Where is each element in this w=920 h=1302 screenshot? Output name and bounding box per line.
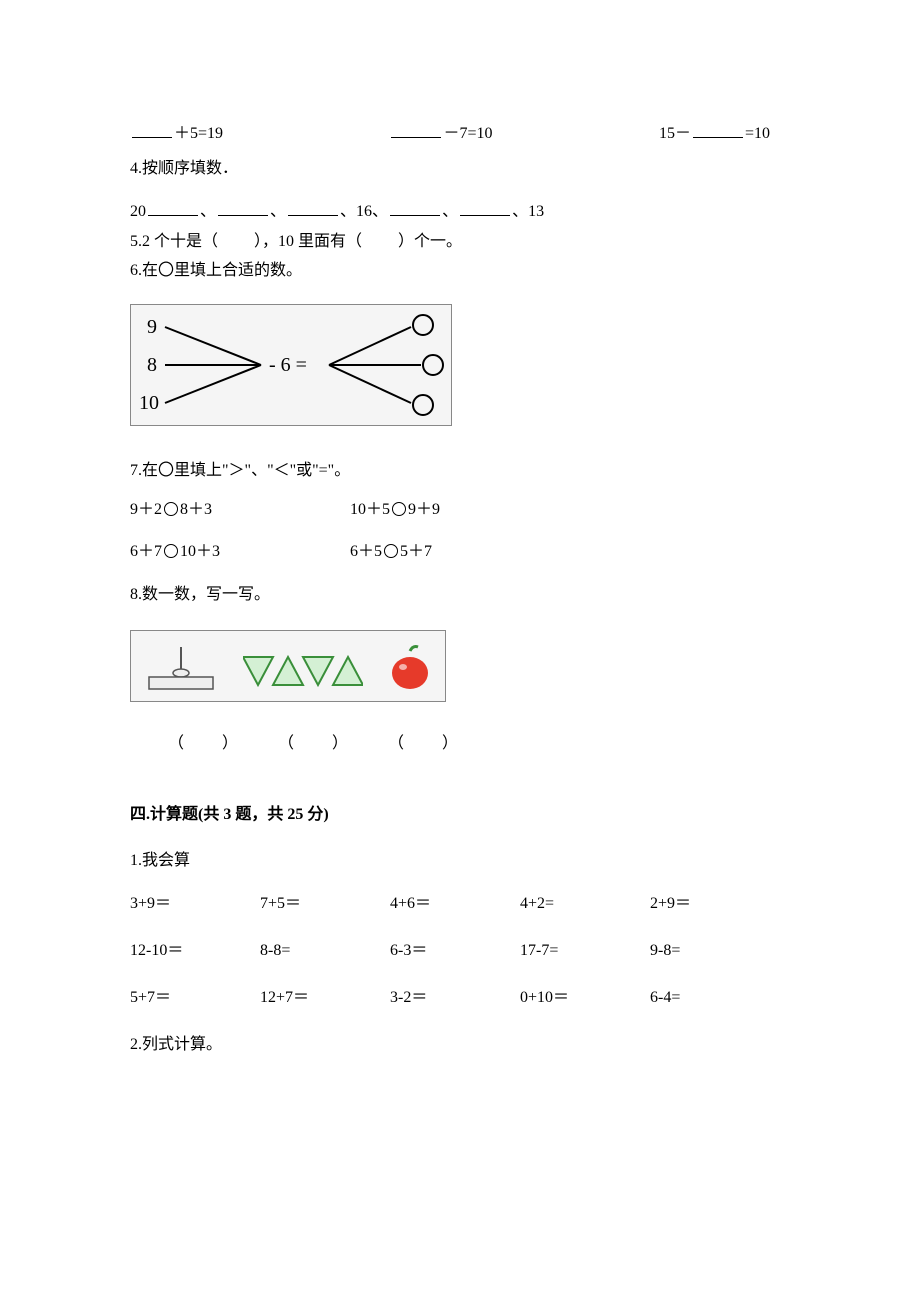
diagram-num: 8 <box>147 354 157 376</box>
calc-cell: 3-2＝ <box>390 984 510 1013</box>
blank <box>288 200 338 216</box>
eq-text: －7=10 <box>443 125 492 142</box>
q5-text: ）个一。 <box>398 233 462 250</box>
paren: （ <box>278 735 294 752</box>
seq-sep: 、 <box>512 203 528 220</box>
compare-circle <box>164 502 178 516</box>
q7-cell: 10＋5 9＋9 <box>350 496 570 525</box>
q4-sequence: 20、、、16、、、13 <box>130 198 790 227</box>
seq-sep: 、 <box>340 203 356 220</box>
eq-text: =10 <box>745 125 770 142</box>
blank <box>460 200 510 216</box>
calc-cell: 12+7＝ <box>260 984 380 1013</box>
compare-circle <box>164 544 178 558</box>
compare-circle <box>384 544 398 558</box>
blank <box>132 122 172 138</box>
q6-label: 6.在〇里填上合适的数。 <box>130 257 790 286</box>
q7-cell: 9＋2 8＋3 <box>130 496 350 525</box>
paren: （ <box>168 735 184 752</box>
calc-cell: 17-7= <box>520 937 640 966</box>
stamp-icon <box>141 643 221 693</box>
expr: 6＋7 <box>130 543 162 560</box>
q7-label: 7.在〇里填上"＞"、"＜"或"="。 <box>130 457 790 486</box>
q3-eq2: －7=10 <box>389 120 492 149</box>
diagram-num: 10 <box>139 392 159 414</box>
q5-text: ），10 里面有（ <box>254 233 362 250</box>
expr: 10＋5 <box>350 501 390 518</box>
q5-text: 5.2 个十是（ <box>130 233 218 250</box>
seq-num: 13 <box>528 203 544 220</box>
paren-cell: （ ） <box>148 730 258 759</box>
diagram-num: 9 <box>147 316 157 338</box>
worksheet-page: ＋5=19 －7=10 15－=10 4.按顺序填数． 20、、、16、、、13… <box>0 0 920 1139</box>
q7-grid: 9＋2 8＋3 10＋5 9＋9 6＋7 10＋3 6＋5 5＋7 <box>130 496 790 568</box>
q7-cell: 6＋7 10＋3 <box>130 538 350 567</box>
seq-sep: 、 <box>442 203 458 220</box>
eq-text: 15－ <box>659 125 691 142</box>
paren: ） <box>332 735 348 752</box>
calc-cell: 5+7＝ <box>130 984 250 1013</box>
calc-cell: 3+9＝ <box>130 890 250 919</box>
diagram-op: - 6 = <box>269 354 307 376</box>
blank <box>391 122 441 138</box>
calc-cell: 12-10＝ <box>130 937 250 966</box>
triangles-icon <box>243 643 363 693</box>
paren: （ <box>388 735 404 752</box>
calc-row: 3+9＝ 7+5＝ 4+6＝ 4+2= 2+9＝ <box>130 890 770 919</box>
q4-label: 4.按顺序填数． <box>130 155 790 184</box>
paren-cell: （ ） <box>368 730 478 759</box>
expr: 5＋7 <box>400 543 432 560</box>
q7-cell: 6＋5 5＋7 <box>350 538 570 567</box>
paren: ） <box>222 735 238 752</box>
expr: 10＋3 <box>180 543 220 560</box>
apple-icon <box>385 643 435 693</box>
calc-cell: 7+5＝ <box>260 890 380 919</box>
section4-title: 四.计算题(共 3 题，共 25 分) <box>130 801 790 830</box>
q5-line: 5.2 个十是（ ），10 里面有（ ）个一。 <box>130 228 790 257</box>
calc-cell: 6-4= <box>650 984 770 1013</box>
calc-cell: 0+10＝ <box>520 984 640 1013</box>
calc-cell: 4+2= <box>520 890 640 919</box>
s4-q1-label: 1.我会算 <box>130 847 790 876</box>
expr: 6＋5 <box>350 543 382 560</box>
compare-circle <box>392 502 406 516</box>
paren: ） <box>442 735 458 752</box>
expr: 9＋9 <box>408 501 440 518</box>
calc-row: 5+7＝ 12+7＝ 3-2＝ 0+10＝ 6-4= <box>130 984 770 1013</box>
blank <box>390 200 440 216</box>
calc-cell: 6-3＝ <box>390 937 510 966</box>
q6-diagram: 9 8 10 - 6 = <box>130 304 452 426</box>
eq-text: ＋5=19 <box>174 125 223 142</box>
calc-cell: 9-8= <box>650 937 770 966</box>
calc-row: 12-10＝ 8-8= 6-3＝ 17-7= 9-8= <box>130 937 770 966</box>
q8-shapes-box <box>130 630 446 702</box>
paren-cell: （ ） <box>258 730 368 759</box>
blank <box>218 200 268 216</box>
s4-q2-label: 2.列式计算。 <box>130 1031 790 1060</box>
expr: 9＋2 <box>130 501 162 518</box>
blank <box>693 122 743 138</box>
calc-cell: 2+9＝ <box>650 890 770 919</box>
seq-sep: 、 <box>270 203 286 220</box>
q3-row: ＋5=19 －7=10 15－ =10 <box>130 120 770 149</box>
calc-cell: 8-8= <box>260 937 380 966</box>
calc-cell: 4+6＝ <box>390 890 510 919</box>
seq-sep: 、 <box>200 203 216 220</box>
blank <box>148 200 198 216</box>
expr: 8＋3 <box>180 501 212 518</box>
q3-eq3: 15－ =10 <box>659 120 770 149</box>
q8-label: 8.数一数，写一写。 <box>130 581 790 610</box>
q3-eq1: ＋5=19 <box>130 120 223 149</box>
q8-answer-row: （ ） （ ） （ ） <box>148 730 790 759</box>
seq-num: 16、 <box>356 203 388 220</box>
seq-num: 20 <box>130 203 146 220</box>
